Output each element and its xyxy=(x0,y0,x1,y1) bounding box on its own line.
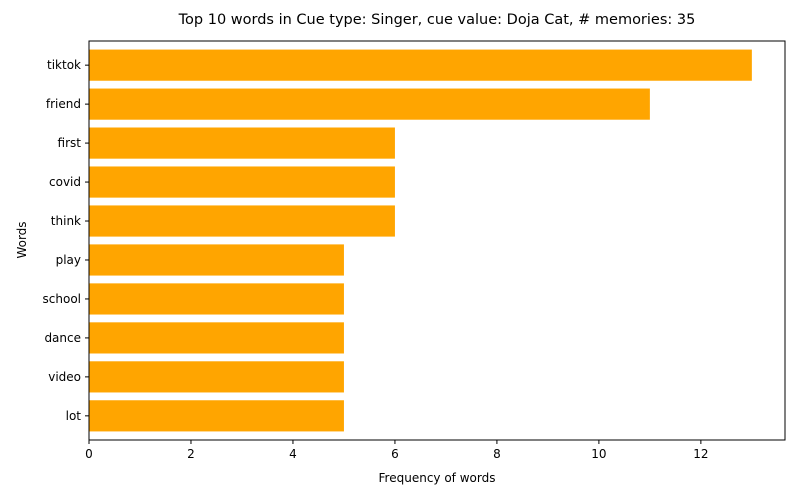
bar-think xyxy=(89,205,395,237)
y-tick-label: video xyxy=(48,370,81,384)
bar-tiktok xyxy=(89,49,752,81)
y-tick-label: school xyxy=(43,292,81,306)
y-ticks-group: tiktok friend first covid think play school dan… xyxy=(43,58,89,423)
bar-dance xyxy=(89,322,344,354)
chart-title: Top 10 words in Cue type: Singer, cue va… xyxy=(178,12,696,28)
bar-video xyxy=(89,361,344,393)
x-tick-label: 0 xyxy=(85,447,93,461)
x-ticks-group: 0 2 4 6 8 10 12 xyxy=(85,440,709,461)
x-axis-label: Frequency of words xyxy=(379,471,496,485)
x-tick-label: 6 xyxy=(391,447,399,461)
x-tick-label: 2 xyxy=(187,447,195,461)
x-tick-label: 12 xyxy=(693,447,708,461)
bar-school xyxy=(89,283,344,315)
y-tick-label: lot xyxy=(66,409,82,423)
bar-play xyxy=(89,244,344,276)
y-tick-label: think xyxy=(51,214,81,228)
y-tick-label: dance xyxy=(44,331,81,345)
y-tick-label: tiktok xyxy=(47,58,81,72)
y-tick-label: first xyxy=(58,136,82,150)
bar-covid xyxy=(89,166,395,198)
bar-friend xyxy=(89,88,650,120)
bar-lot xyxy=(89,400,344,432)
y-tick-label: friend xyxy=(46,97,81,111)
bar-first xyxy=(89,127,395,159)
x-tick-label: 10 xyxy=(591,447,606,461)
y-axis-label: Words xyxy=(15,221,29,258)
y-tick-label: play xyxy=(56,253,81,267)
plot-frame xyxy=(88,40,786,441)
bars-group xyxy=(89,49,752,432)
x-tick-label: 8 xyxy=(493,447,501,461)
y-tick-label: covid xyxy=(49,175,81,189)
x-tick-label: 4 xyxy=(289,447,297,461)
